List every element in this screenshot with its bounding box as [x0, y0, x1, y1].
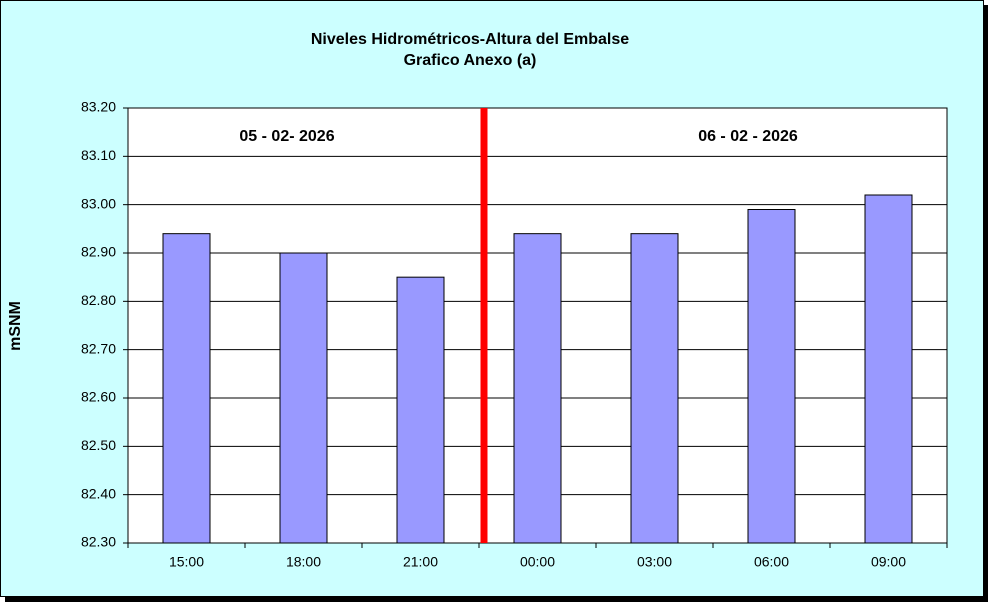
y-tick-label: 82.30	[81, 534, 116, 550]
chart-subtitle: Grafico Anexo (a)	[404, 52, 537, 69]
x-tick-label: 09:00	[871, 554, 906, 570]
y-tick-label: 82.90	[81, 244, 116, 260]
x-tick-label: 03:00	[637, 554, 672, 570]
bar	[513, 233, 562, 544]
y-tick-label: 83.20	[81, 99, 116, 115]
x-tick-label: 15:00	[169, 554, 204, 570]
x-tick-label: 21:00	[403, 554, 438, 570]
bar	[864, 194, 913, 544]
y-tick-label: 82.50	[81, 437, 116, 453]
chart-title: Niveles Hidrométricos-Altura del Embalse	[311, 31, 629, 48]
x-tick-label: 18:00	[286, 554, 321, 570]
x-tick-label: 00:00	[520, 554, 555, 570]
y-tick-label: 82.80	[81, 292, 116, 308]
x-tick-label: 06:00	[754, 554, 789, 570]
y-tick-label: 83.00	[81, 195, 116, 211]
bar	[396, 276, 445, 544]
bar	[630, 233, 679, 544]
y-tick-label: 82.70	[81, 340, 116, 356]
y-axis-label: mSNM	[7, 301, 24, 351]
bar	[162, 233, 211, 544]
date-annotation: 05 - 02- 2026	[239, 128, 334, 145]
date-annotation: 06 - 02 - 2026	[698, 128, 798, 145]
y-tick-label: 82.60	[81, 389, 116, 405]
y-tick-label: 83.10	[81, 147, 116, 163]
bar	[747, 209, 796, 544]
plot-border	[127, 107, 948, 544]
bar	[279, 252, 328, 544]
y-tick-label: 82.40	[81, 485, 116, 501]
